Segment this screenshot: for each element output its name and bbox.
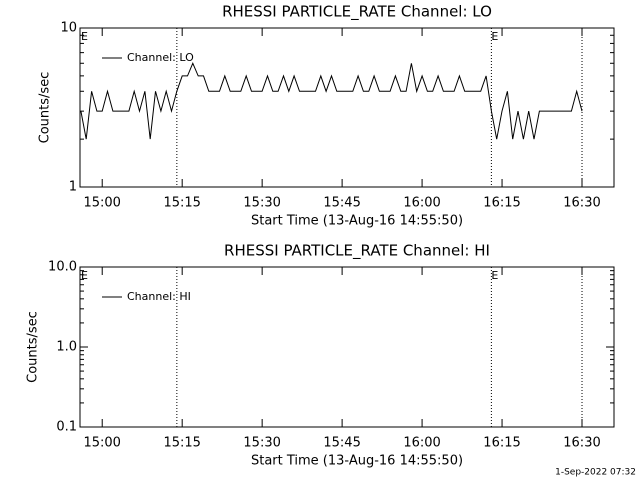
x-tick-label: 15:15 <box>163 196 200 211</box>
x-tick-label: 16:15 <box>483 196 520 211</box>
x-axis-label: Start Time (13-Aug-16 14:55:50) <box>251 214 463 229</box>
x-tick-label: 15:15 <box>163 436 200 451</box>
annotation: E <box>491 269 498 282</box>
y-tick-label: 0.1 <box>56 420 77 435</box>
x-tick-label: 15:30 <box>243 436 280 451</box>
x-tick-label: 16:00 <box>403 436 440 451</box>
x-tick-label: 15:00 <box>83 436 120 451</box>
legend-label: Channel: HI <box>127 290 191 303</box>
y-axis-label: Counts/sec <box>38 72 53 144</box>
x-tick-label: 15:45 <box>323 436 360 451</box>
y-axis-label: Counts/sec <box>26 311 41 383</box>
x-tick-label: 16:30 <box>563 196 600 211</box>
x-tick-label: 15:30 <box>243 196 280 211</box>
y-tick-label: 1 <box>69 180 77 195</box>
annotation: E <box>81 30 88 43</box>
plot-frame <box>79 27 615 188</box>
footer: 1-Sep-2022 07:32 <box>555 468 636 478</box>
y-tick-label: 10 <box>60 21 77 36</box>
x-tick-label: 16:30 <box>563 436 600 451</box>
x-tick-label: 16:15 <box>483 436 520 451</box>
x-axis-label: Start Time (13-Aug-16 14:55:50) <box>251 454 463 469</box>
chart-title: RHESSI PARTICLE_RATE Channel: LO <box>222 3 492 22</box>
y-tick-label: 1.0 <box>56 340 77 355</box>
x-tick-label: 15:00 <box>83 196 120 211</box>
annotation: E <box>81 269 88 282</box>
data-line <box>80 62 583 140</box>
y-tick-label: 10.0 <box>48 260 77 275</box>
legend-label: Channel: LO <box>127 51 194 64</box>
x-tick-label: 15:45 <box>323 196 360 211</box>
x-tick-label: 16:00 <box>403 196 440 211</box>
annotation: E <box>491 30 498 43</box>
chart-title: RHESSI PARTICLE_RATE Channel: HI <box>224 242 490 261</box>
